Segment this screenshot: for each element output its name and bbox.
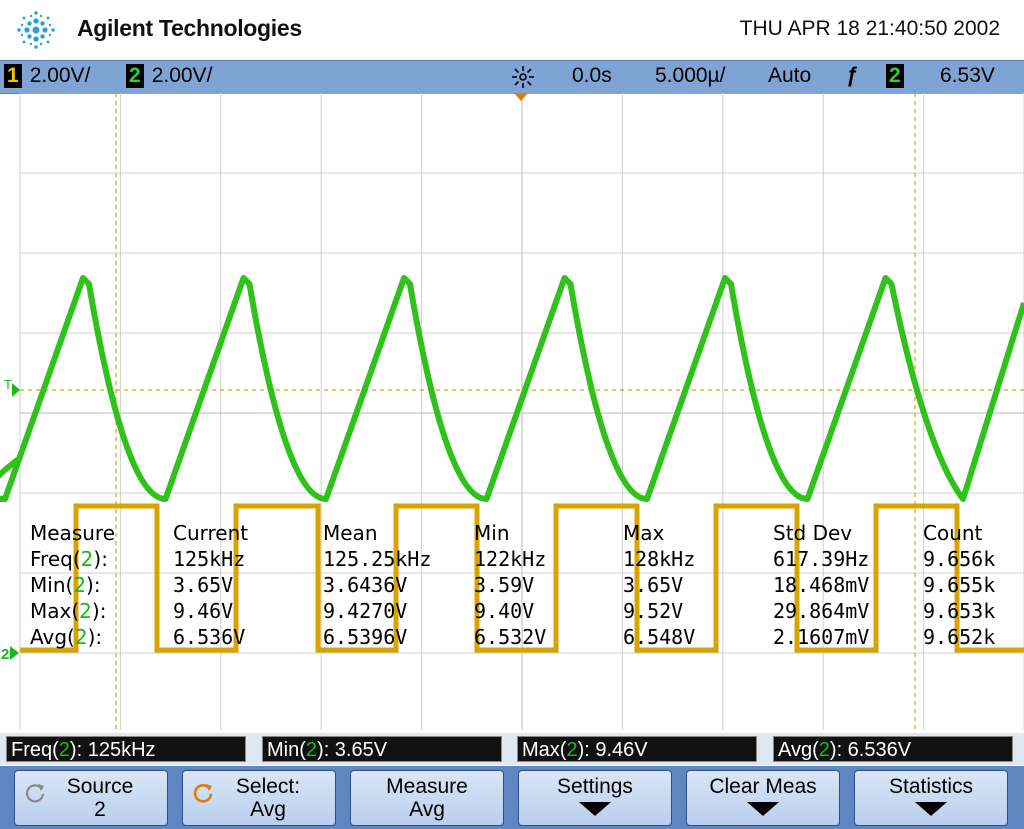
source-value: 2 bbox=[94, 798, 106, 821]
settings-softkey[interactable]: Settings bbox=[518, 770, 672, 826]
readout-min[interactable]: Min(2): 3.65V bbox=[262, 736, 502, 762]
channel-2-ground-marker: 2 bbox=[1, 646, 19, 663]
header-mean: Mean bbox=[323, 521, 378, 545]
cell-mean: 9.4270V bbox=[323, 599, 408, 623]
date-time: THU APR 18 21:40:50 2002 bbox=[739, 17, 1000, 40]
header-measure: Measure bbox=[30, 521, 115, 545]
trigger-level-marker: T bbox=[4, 377, 20, 397]
cell-std-dev: 2.1607mV bbox=[773, 625, 870, 649]
cell-current: 3.65V bbox=[173, 573, 234, 597]
timebase[interactable]: 5.000µ/ bbox=[655, 64, 726, 87]
waveform-display[interactable]: T 2 bbox=[0, 93, 1024, 730]
cell-max: 3.65V bbox=[623, 573, 684, 597]
cell-count: 9.655k bbox=[923, 573, 996, 597]
readout-freq[interactable]: Freq(2): 125kHz bbox=[6, 736, 246, 762]
cell-min: 3.59V bbox=[474, 573, 535, 597]
trigger-mode[interactable]: Auto bbox=[768, 64, 812, 87]
statistics-softkey[interactable]: Statistics bbox=[854, 770, 1008, 826]
cell-std-dev: 617.39Hz bbox=[773, 547, 870, 571]
brand-name: Agilent Technologies bbox=[77, 15, 302, 41]
cell-std-dev: 29.864mV bbox=[773, 599, 870, 623]
channel-1-square-waveform bbox=[20, 503, 1024, 653]
channel-2-ground-label: 2 bbox=[1, 646, 9, 663]
table-row-max: Max(2): 9.46V 9.4270V 9.40V 9.52V 29.864… bbox=[0, 599, 1024, 625]
cell-count: 9.653k bbox=[923, 599, 996, 623]
select-softkey[interactable]: Select: Avg bbox=[182, 770, 336, 826]
cell-max: 6.548V bbox=[623, 625, 696, 649]
channel-2-badge: 2 bbox=[126, 64, 144, 88]
source-label: Source bbox=[66, 775, 134, 798]
readout-avg[interactable]: Avg(2): 6.536V bbox=[773, 736, 1013, 762]
header-std-dev: Std Dev bbox=[773, 521, 853, 545]
readout-max[interactable]: Max(2): 9.46V bbox=[517, 736, 757, 762]
measurement-readout-bar: Freq(2): 125kHz Min(2): 3.65V Max(2): 9.… bbox=[0, 733, 1024, 765]
channel-1-badge: 1 bbox=[4, 64, 22, 88]
measure-avg-softkey[interactable]: Measure Avg bbox=[350, 770, 504, 826]
down-arrow-icon bbox=[747, 802, 779, 816]
horizontal-delay-icon bbox=[512, 66, 534, 88]
clear-meas-softkey[interactable]: Clear Meas bbox=[686, 770, 840, 826]
source-softkey[interactable]: Source 2 bbox=[14, 770, 168, 826]
channel-2-volts-per-div: 2.00V/ bbox=[151, 64, 213, 87]
header-current: Current bbox=[173, 521, 249, 545]
trigger-source-badge: 2 bbox=[886, 64, 904, 88]
cell-min: 122kHz bbox=[474, 547, 547, 571]
cell-min: 9.40V bbox=[474, 599, 535, 623]
rotate-knob-icon bbox=[25, 784, 45, 803]
trigger-level[interactable]: 6.53V bbox=[940, 64, 995, 87]
channel-2-ground-arrow-icon bbox=[10, 646, 19, 660]
cell-std-dev: 18.468mV bbox=[773, 573, 870, 597]
softkey-bar: Source 2 Select: Avg Measure Avg Setting… bbox=[0, 766, 1024, 829]
cell-current: 125kHz bbox=[173, 547, 246, 571]
measurement-statistics-table: Measure Current Mean Min Max Std Dev Cou… bbox=[0, 521, 1024, 661]
channel-2-triangle-waveform bbox=[0, 275, 1024, 502]
header-min: Min bbox=[474, 521, 510, 545]
row-label: Freq(2): bbox=[30, 547, 108, 571]
cell-max: 9.52V bbox=[623, 599, 684, 623]
channel-1-scale[interactable]: 1 2.00V/ bbox=[4, 64, 90, 88]
rotate-knob-icon bbox=[193, 784, 213, 803]
measure-value: Avg bbox=[409, 798, 445, 821]
trigger-marker-arrow-icon bbox=[12, 383, 20, 397]
row-label: Min(2): bbox=[30, 573, 101, 597]
cell-min: 6.532V bbox=[474, 625, 547, 649]
down-arrow-icon bbox=[915, 802, 947, 816]
table-row-avg: Avg(2): 6.536V 6.5396V 6.532V 6.548V 2.1… bbox=[0, 625, 1024, 651]
channel-1-volts-per-div: 2.00V/ bbox=[29, 64, 91, 87]
cell-mean: 3.6436V bbox=[323, 573, 408, 597]
agilent-spark-logo-icon bbox=[17, 11, 55, 49]
header-max: Max bbox=[623, 521, 665, 545]
cell-max: 128kHz bbox=[623, 547, 696, 571]
cell-count: 9.652k bbox=[923, 625, 996, 649]
settings-label: Settings bbox=[557, 775, 633, 798]
select-value: Avg bbox=[250, 798, 286, 821]
header-count: Count bbox=[923, 521, 983, 545]
trigger-slope-icon: ƒ bbox=[846, 64, 858, 87]
trigger-position-marker-icon bbox=[514, 93, 528, 101]
table-header-row: Measure Current Mean Min Max Std Dev Cou… bbox=[0, 521, 1024, 547]
header: Agilent Technologies THU APR 18 21:40:50… bbox=[0, 0, 1024, 60]
table-row-freq: Freq(2): 125kHz 125.25kHz 122kHz 128kHz … bbox=[0, 547, 1024, 573]
status-bar: 1 2.00V/ 2 2.00V/ 0.0s 5.000µ/ Auto ƒ 2 6.… bbox=[0, 60, 1024, 94]
table-row-min: Min(2): 3.65V 3.6436V 3.59V 3.65V 18.468… bbox=[0, 573, 1024, 599]
down-arrow-icon bbox=[579, 802, 611, 816]
select-label: Select: bbox=[235, 775, 301, 798]
row-label: Avg(2): bbox=[30, 625, 103, 649]
clear-meas-label: Clear Meas bbox=[709, 775, 817, 798]
horizontal-delay[interactable]: 0.0s bbox=[572, 64, 612, 87]
cell-mean: 6.5396V bbox=[323, 625, 408, 649]
row-label: Max(2): bbox=[30, 599, 107, 623]
cell-count: 9.656k bbox=[923, 547, 996, 571]
cell-current: 6.536V bbox=[173, 625, 246, 649]
cell-current: 9.46V bbox=[173, 599, 234, 623]
statistics-label: Statistics bbox=[888, 775, 974, 798]
trigger-marker-label: T bbox=[4, 377, 12, 392]
channel-2-scale[interactable]: 2 2.00V/ bbox=[126, 64, 212, 88]
trigger-source[interactable]: 2 bbox=[886, 64, 912, 88]
cell-mean: 125.25kHz bbox=[323, 547, 432, 571]
measure-label: Measure bbox=[386, 775, 468, 798]
